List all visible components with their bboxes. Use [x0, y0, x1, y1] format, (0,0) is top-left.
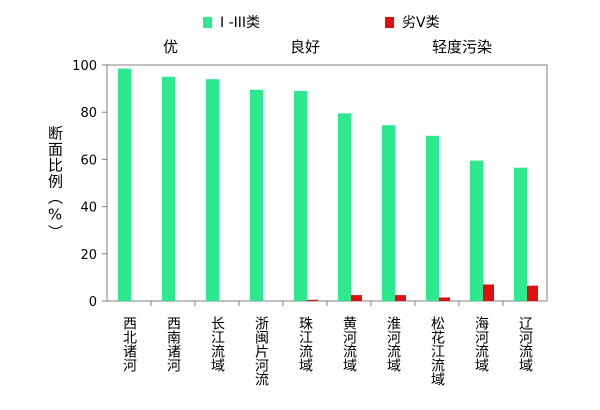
bar-series-1: [338, 113, 351, 301]
bar-series-2: [307, 299, 318, 301]
bar-series-1: [514, 167, 527, 301]
x-category-label: 辽河流域: [517, 316, 533, 372]
y-tick-label: 60: [80, 153, 97, 168]
legend-label-series-2: 劣V类: [402, 15, 440, 31]
y-tick-label: 80: [80, 106, 97, 121]
bar-series-2: [395, 295, 406, 301]
y-tick-label: 40: [80, 201, 97, 216]
bar-series-1: [470, 160, 483, 301]
bar-series-2: [439, 297, 450, 301]
x-category-label: 黄河流域: [341, 315, 357, 372]
bar-series-2: [527, 285, 538, 301]
bar-series-1: [118, 68, 131, 301]
y-tick-label: 20: [80, 248, 97, 263]
annotation-light-pollution: 轻度污染: [432, 38, 492, 56]
x-category-label: 浙闽片河流: [253, 316, 269, 387]
x-category-label: 长江流域: [209, 316, 225, 372]
annotation-excellent: 优: [163, 38, 178, 56]
bar-series-2: [483, 284, 494, 301]
bar-series-1: [206, 79, 219, 301]
y-axis: 0 20 40 60 80 100: [72, 59, 107, 310]
legend-label-series-1: I -III类: [220, 15, 260, 31]
annotation-good: 良好: [290, 38, 320, 56]
bars: [118, 68, 538, 302]
x-category-label: 珠江流域: [297, 316, 313, 372]
bar-series-1: [426, 135, 439, 301]
bar-series-1: [250, 89, 263, 301]
x-category-label: 西南诸河: [165, 316, 181, 372]
y-tick-label: 0: [89, 295, 97, 310]
x-category-label: 松花江流域: [429, 316, 445, 386]
legend-swatch-series-1: [203, 17, 212, 28]
legend-swatch-series-2: [385, 17, 394, 28]
y-tick-label: 100: [72, 59, 97, 74]
legend: I -III类 劣V类: [203, 15, 440, 31]
x-axis-labels: 西北诸河 西南诸河 长江流域 浙闽片河流 珠江流域 黄河流域 淮河流域 松花江流域 海河流域 辽河…: [121, 301, 533, 387]
x-category-label: 西北诸河: [121, 316, 137, 372]
bar-series-1: [162, 76, 175, 301]
y-axis-title: 断面比例（%）: [46, 126, 64, 241]
x-category-label: 海河流域: [473, 316, 489, 372]
bar-series-1: [294, 90, 307, 302]
bar-series-1: [382, 125, 395, 302]
bar-series-2: [351, 295, 362, 301]
x-category-label: 淮河流域: [385, 316, 401, 372]
